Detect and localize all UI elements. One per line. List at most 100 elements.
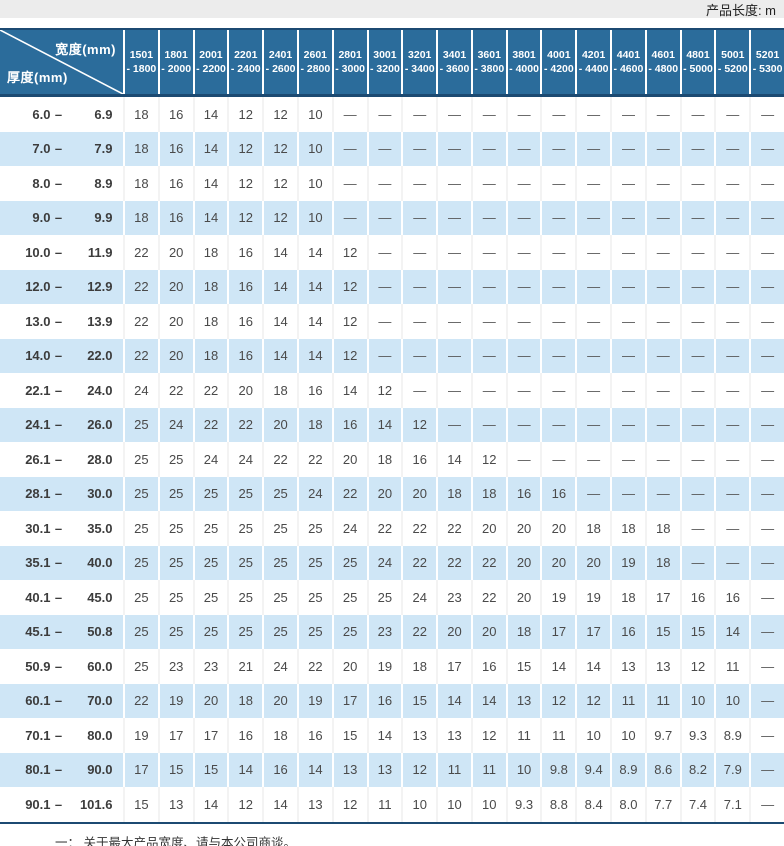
empty-cell: — <box>749 407 784 442</box>
empty-cell: — <box>644 373 680 408</box>
column-header: 5201- 5300 <box>749 30 784 94</box>
length-cell: 15 <box>192 752 228 787</box>
length-cell: 10 <box>575 718 610 753</box>
empty-cell: — <box>644 97 680 132</box>
empty-cell: — <box>575 131 611 166</box>
length-cell: 15 <box>679 614 715 649</box>
length-cell: 14 <box>296 304 332 339</box>
length-cell: 12 <box>401 752 437 787</box>
length-cell: 22 <box>401 511 436 546</box>
row-header: 80.1–90.0 <box>0 752 123 787</box>
empty-cell: — <box>401 304 436 339</box>
length-cell: 22 <box>296 649 332 684</box>
length-cell: 13 <box>296 787 332 822</box>
empty-cell: — <box>610 304 645 339</box>
table-row: 60.1–70.0 22 19 20 18 20 19 17 16 15 14 14 13 12 12 11 1… <box>0 683 784 718</box>
length-cell: 12 <box>227 97 262 132</box>
empty-cell: — <box>540 373 575 408</box>
empty-cell: — <box>749 614 784 649</box>
length-cell: 24 <box>401 580 436 615</box>
length-cell: 23 <box>436 580 471 615</box>
empty-cell: — <box>610 476 645 511</box>
empty-cell: — <box>679 442 715 477</box>
length-cell: 14 <box>262 304 297 339</box>
length-cell: 16 <box>227 235 262 270</box>
empty-cell: — <box>714 131 750 166</box>
length-cell: 9.3 <box>679 718 715 753</box>
length-cell: 24 <box>123 373 158 408</box>
length-cell: 18 <box>644 545 680 580</box>
length-cell: 18 <box>262 718 297 753</box>
length-cell: 16 <box>262 752 297 787</box>
length-cell: 7.9 <box>714 752 750 787</box>
length-cell: 15 <box>505 649 541 684</box>
empty-cell: — <box>749 545 784 580</box>
length-cell: 16 <box>610 614 645 649</box>
empty-cell: — <box>610 166 645 201</box>
length-cell: 18 <box>192 304 228 339</box>
length-cell: 16 <box>157 97 193 132</box>
length-cell: 13 <box>366 752 402 787</box>
length-cell: 14 <box>192 200 228 235</box>
column-header: 4201- 4400 <box>575 30 611 94</box>
table-row: 10.0–11.9 22 20 18 16 14 14 12— — — — — — — — — — — — <box>0 235 784 270</box>
length-cell: 12 <box>679 649 715 684</box>
length-cell: 20 <box>540 511 575 546</box>
empty-cell: — <box>540 338 576 373</box>
length-cell: 16 <box>157 166 193 201</box>
empty-cell: — <box>505 166 541 201</box>
length-cell: 25 <box>296 511 332 546</box>
length-cell: 24 <box>331 511 367 546</box>
length-cell: 16 <box>157 131 193 166</box>
empty-cell: — <box>575 166 610 201</box>
length-cell: 14 <box>436 442 471 477</box>
table-row: 12.0–12.9 22 20 18 16 14 14 12— — — — — — — — — — — — <box>0 269 784 304</box>
length-cell: 24 <box>296 476 332 511</box>
length-cell: 12 <box>262 131 297 166</box>
empty-cell: — <box>644 166 680 201</box>
length-cell: 14 <box>296 269 332 304</box>
length-cell: 18 <box>123 97 158 132</box>
empty-cell: — <box>470 97 506 132</box>
empty-cell: — <box>436 338 471 373</box>
length-cell: 12 <box>331 787 367 822</box>
empty-cell: — <box>401 338 437 373</box>
length-cell: 22 <box>436 545 471 580</box>
length-cell: 10 <box>436 787 471 822</box>
length-cell: 16 <box>714 580 749 615</box>
length-cell: 22 <box>436 511 471 546</box>
length-cell: 18 <box>610 511 645 546</box>
length-cell: 22 <box>123 304 158 339</box>
length-cell: 15 <box>123 787 158 822</box>
empty-cell: — <box>714 442 749 477</box>
length-cell: 16 <box>331 407 367 442</box>
length-cell: 25 <box>262 511 297 546</box>
length-cell: 7.1 <box>714 787 749 822</box>
empty-cell: — <box>679 235 715 270</box>
length-cell: 17 <box>644 580 680 615</box>
row-header: 14.0–22.0 <box>0 338 123 373</box>
empty-cell: — <box>575 235 610 270</box>
row-header: 10.0–11.9 <box>25 244 113 260</box>
empty-cell: — <box>749 131 784 166</box>
table-row: 45.1–50.8 25 25 25 25 25 25 25 23 22 20 20 18 17 17 16 1… <box>0 614 784 649</box>
empty-cell: — <box>749 269 784 304</box>
length-cell: 14 <box>262 269 297 304</box>
empty-cell: — <box>505 338 541 373</box>
length-cell: 12 <box>331 304 367 339</box>
empty-cell: — <box>679 304 715 339</box>
length-cell: 13 <box>331 752 367 787</box>
empty-cell: — <box>610 338 645 373</box>
length-cell: 25 <box>262 580 297 615</box>
length-cell: 9.4 <box>575 752 611 787</box>
length-cell: 18 <box>123 166 158 201</box>
empty-cell: — <box>575 269 611 304</box>
length-cell: 10 <box>401 787 436 822</box>
length-cell: 19 <box>575 580 610 615</box>
length-cell: 24 <box>262 649 297 684</box>
length-cell: 24 <box>192 442 228 477</box>
empty-cell: — <box>679 373 715 408</box>
row-header: 70.1–80.0 <box>25 727 113 743</box>
empty-cell: — <box>366 131 402 166</box>
length-cell: 8.9 <box>714 718 749 753</box>
